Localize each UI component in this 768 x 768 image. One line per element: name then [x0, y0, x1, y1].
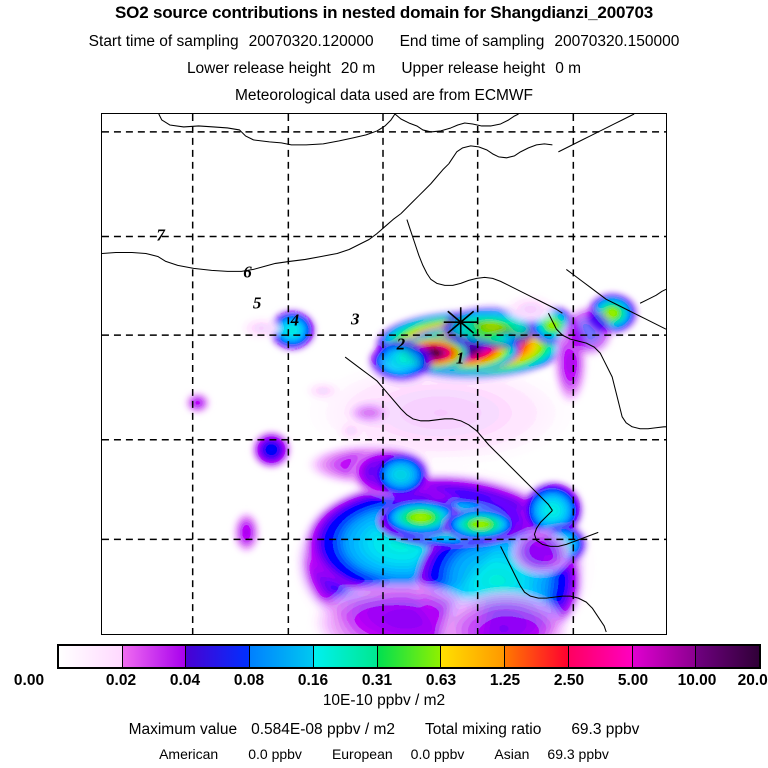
lower-release-label: Lower release height	[186, 60, 331, 77]
upper-release-value: 0 m	[555, 60, 582, 77]
trajectory-label-7: 7	[156, 225, 165, 245]
colorbar-segment-5	[377, 646, 442, 667]
total-mixing-ratio-label: Total mixing ratio	[425, 721, 542, 738]
colorbar-tick-3: 0.08	[233, 672, 265, 689]
trajectory-label-2: 2	[396, 334, 406, 354]
trajectory-label-1: 1	[455, 348, 465, 368]
colorbar-tick-6: 0.63	[425, 672, 457, 689]
colorbar-tick-7: 1.25	[489, 672, 521, 689]
meteorology-source-line: Meteorological data used are from ECMWF	[234, 87, 534, 104]
colorbar-segment-10	[696, 646, 760, 667]
colorbar-tick-1: 0.02	[105, 672, 137, 689]
colorbar-segment-8	[568, 646, 633, 667]
end-time-label: End time of sampling	[399, 33, 545, 50]
total-mixing-ratio-value: 69.3 ppbv	[571, 721, 640, 738]
colorbar-tick-labels: 0.00 0.02 0.04 0.08 0.16 0.31 0.63 1.25 2.50 5.00…	[0, 672, 768, 692]
colorbar-tick-2: 0.04	[169, 672, 201, 689]
colorbar-segment-2	[186, 646, 251, 667]
colorbar-tick-8: 2.50	[553, 672, 585, 689]
american-value: 0.0 ppbv	[248, 746, 302, 762]
asian-value: 69.3 ppbv	[547, 746, 609, 762]
release-height-line: Lower release height 20 m Upper release he…	[0, 60, 768, 78]
trajectory-label-6: 6	[243, 262, 252, 282]
american-label: American	[159, 746, 219, 762]
colorbar-tick-9: 5.00	[617, 672, 649, 689]
colorbar-segment-9	[632, 646, 697, 667]
start-time-label: Start time of sampling	[88, 33, 239, 50]
european-label: European	[331, 746, 393, 762]
colorbar	[57, 644, 761, 669]
upper-release-label: Upper release height	[401, 60, 546, 77]
maximum-value-label: Maximum value	[128, 721, 238, 738]
concentration-field	[184, 292, 639, 634]
colorbar-tick-10: 10.00	[677, 672, 717, 689]
colorbar-segment-7	[505, 646, 569, 667]
colorbar-segment-0	[59, 646, 123, 667]
trajectory-label-4: 4	[290, 310, 300, 330]
map-plot-area: 7 6 5 4 3 2 1	[101, 113, 667, 635]
colorbar-tick-5: 0.31	[361, 672, 393, 689]
sampling-time-line: Start time of sampling 20070320.120000 End…	[0, 33, 768, 51]
asian-label: Asian	[494, 746, 530, 762]
colorbar-tick-11: 20.00	[737, 672, 768, 689]
page-title: SO2 source contributions in nested domai…	[115, 3, 653, 22]
colorbar-segments	[57, 644, 761, 669]
map-gridlines	[102, 114, 666, 634]
colorbar-tick-0: 0.00	[13, 672, 45, 689]
colorbar-segment-4	[313, 646, 378, 667]
colorbar-segment-1	[122, 646, 187, 667]
receptor-star-icon	[443, 307, 478, 338]
summary-line-regions: American 0.0 ppbv European 0.0 ppbv Asian 69.…	[0, 746, 768, 762]
start-time-value: 20070320.120000	[248, 33, 374, 50]
trajectory-label-3: 3	[350, 309, 360, 329]
summary-line-primary: Maximum value 0.584E-08 ppbv / m2 Total mi…	[0, 721, 768, 739]
lower-release-value: 20 m	[340, 60, 376, 77]
colorbar-segment-3	[250, 646, 314, 667]
colorbar-unit-label: 10E-10 ppbv / m2	[322, 692, 446, 709]
european-value: 0.0 ppbv	[410, 746, 465, 762]
end-time-value: 20070320.150000	[554, 33, 680, 50]
colorbar-tick-4: 0.16	[297, 672, 329, 689]
trajectory-label-5: 5	[252, 293, 262, 313]
colorbar-segment-6	[441, 646, 506, 667]
maximum-value: 0.584E-08 ppbv / m2	[251, 721, 396, 738]
coastline-overlay	[102, 114, 666, 633]
